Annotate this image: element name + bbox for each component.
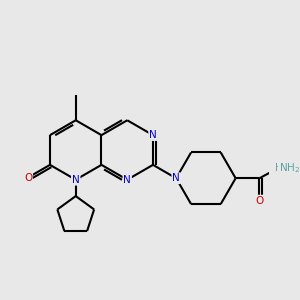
Text: N: N: [172, 173, 180, 183]
Text: NH$_2$: NH$_2$: [279, 161, 300, 175]
Text: O: O: [255, 196, 263, 206]
Text: N: N: [123, 175, 131, 185]
Text: O: O: [24, 172, 32, 182]
Text: H: H: [275, 163, 282, 173]
Text: N: N: [286, 164, 294, 174]
Text: N: N: [72, 175, 80, 185]
Text: N: N: [149, 130, 157, 140]
